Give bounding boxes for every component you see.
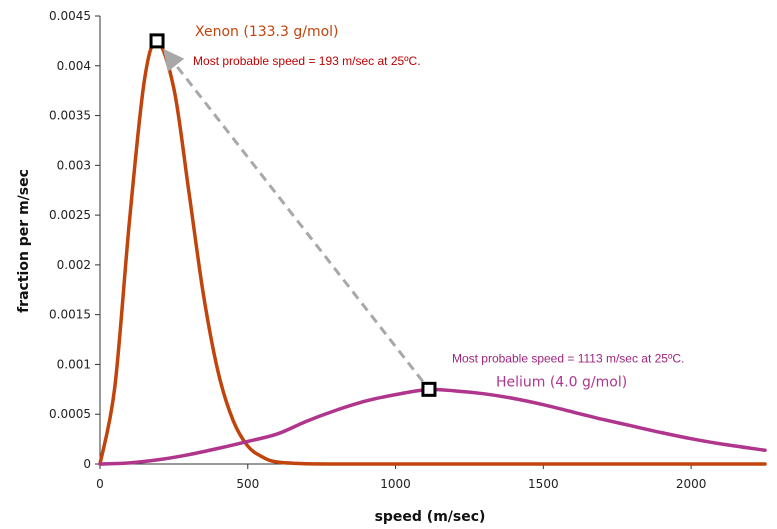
ticks: 0 0.0005 0.001 0.0015 0.002 0.0025 0.003 0.0035… [49, 9, 706, 491]
y-tick-label: 0.002 [57, 258, 91, 272]
dashed-arrow [163, 48, 424, 383]
y-tick-label: 0.0035 [49, 109, 91, 123]
y-tick-label: 0.0045 [49, 9, 91, 23]
series-line-xenon [98, 39, 767, 466]
x-tick-label: 1500 [528, 477, 559, 491]
peak-note-helium: Most probable speed = 1113 m/sec at 25ºC… [452, 351, 684, 365]
x-tick-label: 2000 [676, 477, 707, 491]
y-tick-label: 0.001 [57, 357, 91, 371]
peak-marker-xenon [149, 33, 165, 49]
annotations: Xenon (133.3 g/mol) Most probable speed =… [149, 24, 684, 397]
x-tick-label: 500 [236, 477, 259, 491]
y-tick-label: 0.0025 [49, 208, 91, 222]
series-line-helium [98, 387, 767, 466]
peak-note-xenon: Most probable speed = 193 m/sec at 25ºC. [193, 54, 421, 68]
y-tick-label: 0.004 [57, 59, 91, 73]
x-tick-label: 1000 [380, 477, 411, 491]
y-tick-label: 0.003 [57, 158, 91, 172]
y-tick-label: 0.0005 [49, 407, 91, 421]
series-label-helium: Helium (4.0 g/mol) [496, 374, 627, 390]
series-group [98, 39, 767, 466]
y-tick-label: 0.0015 [49, 308, 91, 322]
y-tick-label: 0 [83, 457, 91, 471]
x-tick-label: 0 [96, 477, 104, 491]
y-axis-title: fraction per m/sec [16, 169, 32, 313]
x-axis-title: speed (m/sec) [375, 509, 486, 525]
series-label-xenon: Xenon (133.3 g/mol) [195, 24, 339, 40]
peak-marker-helium [421, 381, 437, 397]
